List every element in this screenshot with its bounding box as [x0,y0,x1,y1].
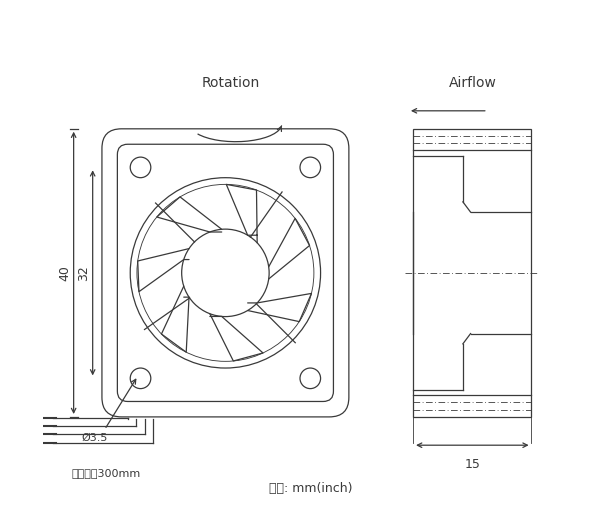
Text: Rotation: Rotation [202,76,260,90]
Bar [413,129,532,417]
Text: Ø3.5: Ø3.5 [82,433,108,443]
Text: 32: 32 [77,265,90,281]
Text: 框外线长300mm: 框外线长300mm [71,469,140,478]
Text: 单位: mm(inch): 单位: mm(inch) [269,483,352,496]
Text: 40: 40 [58,265,71,281]
Text: 15: 15 [464,458,480,471]
Text: Airflow: Airflow [448,76,496,90]
